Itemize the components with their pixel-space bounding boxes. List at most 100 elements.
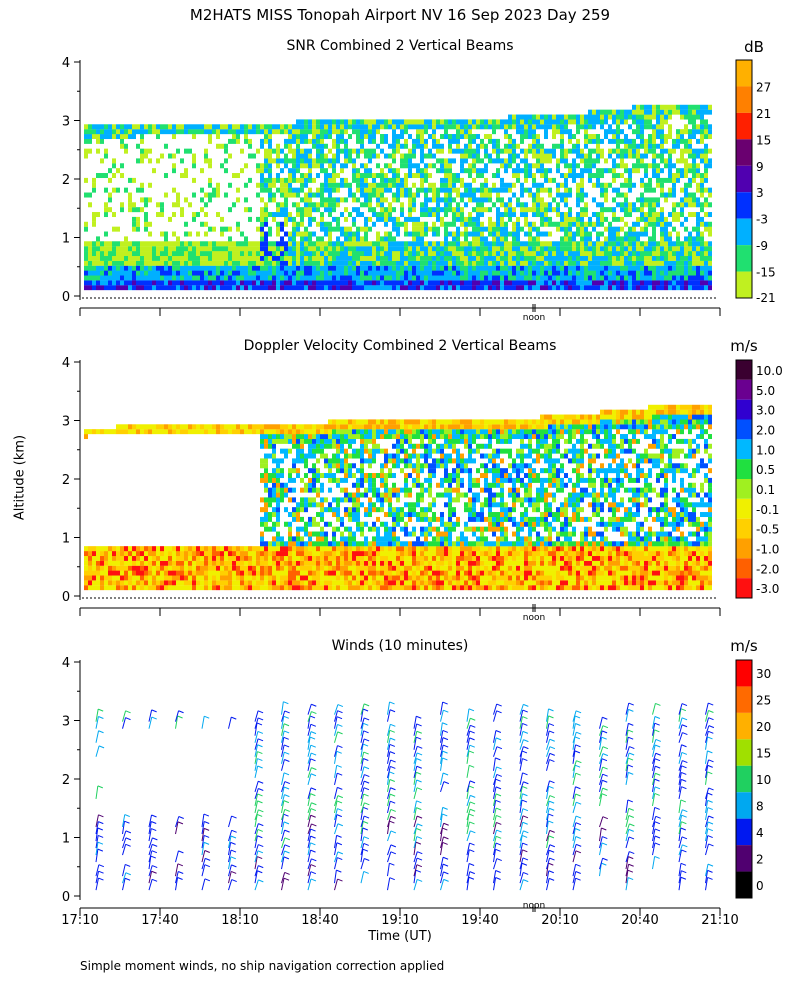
snr-cell: [120, 134, 124, 140]
snr-cell: [692, 212, 696, 218]
snr-cell: [508, 114, 512, 120]
snr-cell: [640, 255, 644, 261]
velocity-cell: [316, 434, 320, 440]
snr-cell: [616, 246, 620, 252]
snr-cell: [244, 236, 248, 242]
snr-cell: [300, 138, 304, 144]
velocity-cell: [324, 424, 328, 430]
snr-cell: [564, 280, 568, 286]
snr-cell: [92, 251, 96, 257]
velocity-cell: [184, 560, 188, 566]
snr-cell: [248, 138, 252, 144]
snr-cell: [612, 129, 616, 135]
snr-cell: [448, 285, 452, 291]
snr-cell: [476, 134, 480, 140]
velocity-cell: [248, 565, 252, 571]
snr-cell: [320, 265, 324, 271]
velocity-cell: [256, 555, 260, 561]
velocity-cell: [272, 526, 276, 532]
snr-cell: [292, 202, 296, 208]
snr-cell: [600, 182, 604, 188]
snr-cell: [540, 241, 544, 247]
snr-cell: [264, 163, 268, 169]
snr-cell: [96, 148, 100, 154]
snr-cell: [588, 270, 592, 276]
snr-cell: [516, 221, 520, 227]
snr-cell: [636, 153, 640, 159]
snr-cell: [448, 197, 452, 203]
snr-cell: [292, 260, 296, 266]
snr-cell: [700, 280, 704, 286]
snr-cell: [212, 246, 216, 252]
snr-cell: [560, 182, 564, 188]
snr-cell: [668, 255, 672, 261]
velocity-cell: [92, 560, 96, 566]
snr-cell: [536, 246, 540, 252]
snr-cell: [504, 251, 508, 257]
snr-cell: [584, 138, 588, 144]
snr-cell: [520, 138, 524, 144]
snr-cell: [260, 163, 264, 169]
velocity-cell: [332, 429, 336, 435]
snr-cell: [232, 129, 236, 135]
velocity-cell: [304, 580, 308, 586]
velocity-cell: [340, 521, 344, 527]
snr-cell: [492, 173, 496, 179]
velocity-cell: [336, 516, 340, 522]
snr-cell: [608, 168, 612, 174]
snr-cell: [692, 197, 696, 203]
velocity-cell: [296, 448, 300, 454]
snr-cell: [620, 138, 624, 144]
snr-cell: [456, 177, 460, 183]
snr-cell: [124, 187, 128, 193]
snr-cell: [620, 265, 624, 271]
snr-cell: [664, 251, 668, 257]
snr-cell: [252, 153, 256, 159]
velocity-cell: [168, 570, 172, 576]
snr-cell: [296, 148, 300, 154]
snr-cell: [420, 148, 424, 154]
snr-cell: [460, 124, 464, 130]
snr-cell: [440, 280, 444, 286]
snr-cell: [280, 207, 284, 213]
velocity-cell: [168, 424, 172, 430]
snr-cell: [136, 251, 140, 257]
snr-cell: [552, 275, 556, 281]
velocity-cell: [272, 438, 276, 444]
snr-cell: [624, 192, 628, 198]
snr-cell: [192, 163, 196, 169]
snr-cell: [540, 158, 544, 164]
snr-cell: [700, 153, 704, 159]
snr-cell: [444, 182, 448, 188]
snr-cell: [484, 265, 488, 271]
snr-cell: [144, 216, 148, 222]
velocity-cell: [200, 551, 204, 557]
snr-cell: [336, 285, 340, 291]
snr-cell: [660, 182, 664, 188]
snr-cell: [524, 216, 528, 222]
snr-cell: [320, 216, 324, 222]
snr-cell: [268, 148, 272, 154]
snr-cell: [432, 260, 436, 266]
velocity-cell: [164, 424, 168, 430]
snr-cell: [580, 246, 584, 252]
snr-cell: [424, 246, 428, 252]
snr-cell: [520, 114, 524, 120]
snr-cell: [640, 285, 644, 291]
snr-cell: [684, 216, 688, 222]
snr-cell: [440, 182, 444, 188]
snr-cell: [636, 265, 640, 271]
snr-cell: [276, 177, 280, 183]
snr-cell: [484, 163, 488, 169]
snr-cell: [268, 226, 272, 232]
velocity-cell: [256, 570, 260, 576]
velocity-cell: [220, 585, 224, 591]
snr-cell: [488, 216, 492, 222]
velocity-cell: [140, 565, 144, 571]
snr-cell: [356, 231, 360, 237]
snr-cell: [364, 280, 368, 286]
snr-cell: [128, 241, 132, 247]
velocity-cell: [112, 560, 116, 566]
velocity-cell: [336, 477, 340, 483]
snr-cell: [208, 246, 212, 252]
